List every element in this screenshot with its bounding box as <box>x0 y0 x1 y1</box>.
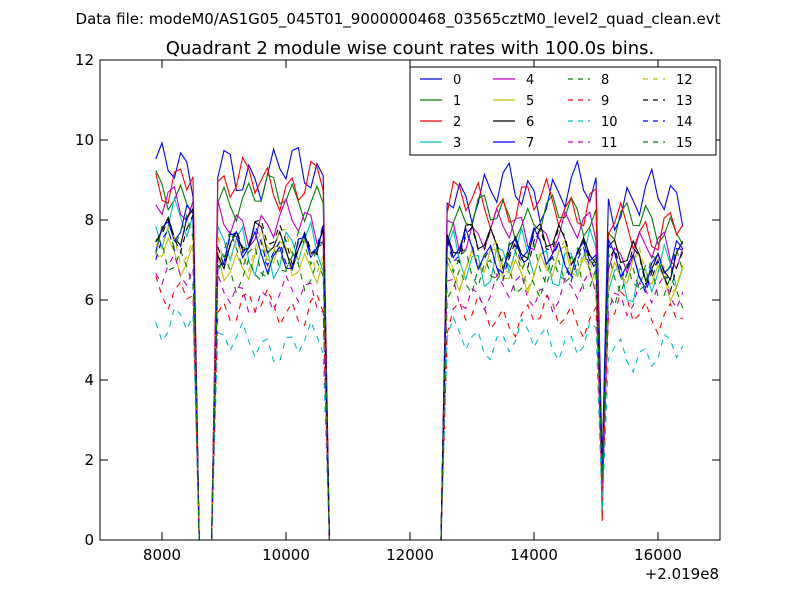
legend-label-7: 7 <box>526 136 534 151</box>
series-layer <box>155 140 684 540</box>
legend-label-5: 5 <box>526 94 534 109</box>
legend-label-12: 12 <box>676 73 693 88</box>
series-line-15 <box>155 213 684 540</box>
legend-label-15: 15 <box>676 136 693 151</box>
legend-label-6: 6 <box>526 115 534 130</box>
y-tick-label: 4 <box>84 371 94 389</box>
series-line-9 <box>155 275 683 540</box>
chart-title: Quadrant 2 module wise count rates with … <box>166 38 655 59</box>
legend-label-13: 13 <box>676 94 693 109</box>
x-tick-label: 12000 <box>386 546 434 564</box>
series-line-2 <box>155 155 684 540</box>
y-tick-label: 8 <box>84 211 94 229</box>
legend-label-9: 9 <box>601 94 609 109</box>
series-line-10 <box>155 306 684 540</box>
legend-label-11: 11 <box>601 136 618 151</box>
legend-label-8: 8 <box>601 73 609 88</box>
series-line-6 <box>155 207 684 540</box>
legend-label-1: 1 <box>453 94 461 109</box>
x-tick-label: 16000 <box>634 546 682 564</box>
y-tick-label: 10 <box>75 131 94 149</box>
chart-suptitle: Data file: modeM0/AS1G05_045T01_90000004… <box>76 10 721 29</box>
x-offset-label: +2.019e8 <box>645 565 719 583</box>
legend-label-10: 10 <box>601 115 618 130</box>
legend-label-4: 4 <box>526 73 534 88</box>
series-line-0 <box>155 140 684 540</box>
y-tick-label: 2 <box>84 451 94 469</box>
series-line-1 <box>155 170 684 540</box>
legend-label-14: 14 <box>676 115 693 130</box>
legend-label-3: 3 <box>453 136 461 151</box>
series-line-13 <box>155 214 684 540</box>
x-tick-label: 14000 <box>510 546 558 564</box>
x-tick-label: 10000 <box>262 546 310 564</box>
y-tick-label: 6 <box>84 291 94 309</box>
series-line-14 <box>155 217 683 540</box>
series-line-7 <box>155 204 684 540</box>
legend-label-0: 0 <box>453 73 461 88</box>
x-tick-label: 8000 <box>143 546 181 564</box>
legend-box <box>409 66 717 156</box>
series-line-8 <box>155 238 684 540</box>
legend-label-2: 2 <box>453 115 461 130</box>
y-tick-label: 0 <box>84 531 94 549</box>
series-line-3 <box>155 195 684 540</box>
y-tick-label: 12 <box>75 51 94 69</box>
series-line-4 <box>155 185 684 540</box>
